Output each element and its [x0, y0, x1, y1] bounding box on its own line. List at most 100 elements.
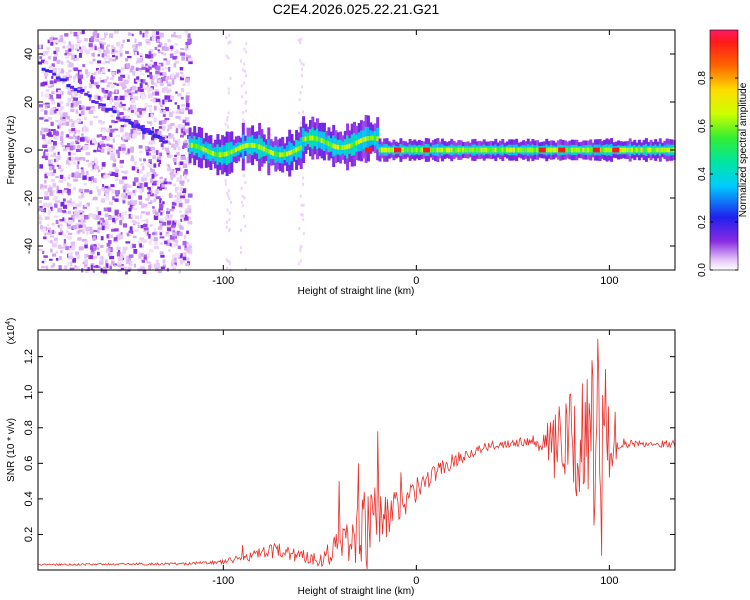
snr-scale-label: (x104): [5, 318, 17, 345]
spectrogram-cell: [387, 147, 391, 153]
spectrogram-cell: [106, 95, 111, 101]
spectrogram-cell: [81, 192, 84, 198]
spectrogram-cell: [41, 227, 46, 232]
spectrogram-cell: [146, 261, 151, 264]
spectrogram-cell: [123, 189, 126, 193]
spectrogram-cell: [115, 193, 119, 197]
spectrogram-cell: [66, 45, 71, 49]
spectrogram-cell: [413, 147, 417, 153]
spectrogram-cell: [214, 151, 217, 157]
spectrogram-cell: [179, 161, 184, 165]
spectrogram-cell: [150, 99, 155, 102]
spectrogram-cell: [410, 147, 414, 153]
spectrogram-cell: [65, 246, 69, 250]
spectrogram-cell: [123, 106, 126, 111]
spectrogram-cell: [138, 253, 141, 259]
spectrogram-cell: [76, 88, 81, 91]
spectrogram-cell: [182, 256, 187, 261]
spectrogram-x-tick-label: 0: [413, 275, 419, 287]
spectrogram-cell: [150, 186, 154, 189]
spectrogram-cell: [117, 110, 120, 114]
spectrogram-cell: [150, 130, 154, 134]
spectrogram-cell: [169, 208, 174, 212]
spectrogram-cell: [63, 148, 67, 152]
spectrogram-cell: [76, 40, 82, 43]
spectrogram-cell: [292, 148, 296, 154]
spectrogram-cell: [155, 31, 160, 35]
spectrogram-cell: [164, 216, 168, 220]
spectrogram-cell: [461, 147, 465, 153]
spectrogram-cell: [142, 166, 145, 171]
spectrogram-peak: [365, 147, 373, 153]
spectrogram-cell: [50, 84, 55, 87]
spectrogram-cell: [98, 49, 102, 55]
spectrogram-cell: [140, 57, 143, 61]
spectrogram-cell: [118, 81, 122, 86]
spectrogram-cell: [78, 201, 82, 206]
spectrogram-cell: [658, 147, 662, 153]
spectrogram-cell: [111, 59, 116, 62]
spectrogram-cell: [245, 74, 247, 78]
spectrogram-cell: [44, 232, 47, 236]
spectrogram-cell: [188, 60, 193, 65]
spectrogram-cell: [97, 69, 101, 75]
spectrogram-cell: [49, 109, 54, 115]
spectrogram-cell: [107, 150, 110, 155]
spectrogram-cell: [126, 189, 129, 193]
spectrogram-cell: [48, 163, 53, 167]
spectrogram-cell: [99, 43, 103, 49]
spectrogram-cell: [150, 60, 153, 63]
spectrogram-cell: [90, 75, 93, 81]
spectrogram-cell: [56, 73, 59, 76]
spectrogram-cell: [95, 85, 100, 88]
spectrogram-cell: [240, 251, 243, 254]
spectrogram-cell: [115, 149, 120, 154]
spectrogram-cell: [88, 213, 93, 217]
spectrogram-cell: [77, 237, 82, 241]
spectrogram-cell: [83, 224, 86, 228]
spectrogram-cell: [172, 137, 176, 143]
spectrogram-cell: [80, 219, 83, 223]
spectrogram-cell: [570, 147, 574, 153]
spectrogram-cell: [172, 264, 177, 268]
spectrogram-cell: [110, 114, 114, 118]
spectrogram-cell: [65, 160, 70, 165]
spectrogram-cell: [166, 164, 170, 167]
spectrogram-cell: [101, 68, 106, 73]
spectrogram-cell: [130, 146, 134, 150]
spectrogram-cell: [153, 193, 158, 197]
spectrogram-cell: [79, 71, 82, 77]
spectrogram-cell: [104, 185, 109, 189]
spectrogram-cell: [117, 101, 120, 107]
spectrogram-cell: [165, 78, 168, 84]
spectrogram-cell: [75, 251, 79, 256]
spectrogram-cell: [68, 174, 73, 178]
spectrogram-cell: [107, 207, 112, 212]
spectrogram-cell: [171, 206, 175, 209]
spectrogram-cell: [126, 118, 131, 122]
spectrogram-cell: [58, 71, 61, 75]
spectrogram-cell: [141, 95, 145, 100]
spectrogram-cell: [68, 202, 72, 207]
spectrogram-cell: [589, 147, 593, 153]
spectrogram-cell: [147, 105, 152, 108]
spectrogram-cell: [39, 117, 44, 120]
spectrogram-cell: [132, 190, 135, 193]
spectrogram-cell: [171, 143, 176, 148]
spectrogram-cell: [221, 152, 224, 158]
spectrogram-cell: [148, 64, 152, 70]
spectrogram-cell: [183, 161, 187, 166]
spectrogram-cell: [55, 76, 60, 80]
spectrogram-cell: [96, 206, 99, 212]
spectrogram-cell: [162, 221, 167, 226]
spectrogram-cell: [83, 38, 89, 42]
spectrogram-cell: [128, 213, 133, 219]
spectrogram-cell: [185, 128, 189, 134]
spectrogram-cell: [216, 152, 220, 157]
spectrogram-cell: [68, 252, 73, 257]
spectrogram-cell: [81, 127, 84, 132]
spectrogram-cell: [517, 147, 521, 153]
snr-x-tick-label: -100: [212, 575, 234, 587]
spectrogram-cell: [91, 248, 94, 252]
